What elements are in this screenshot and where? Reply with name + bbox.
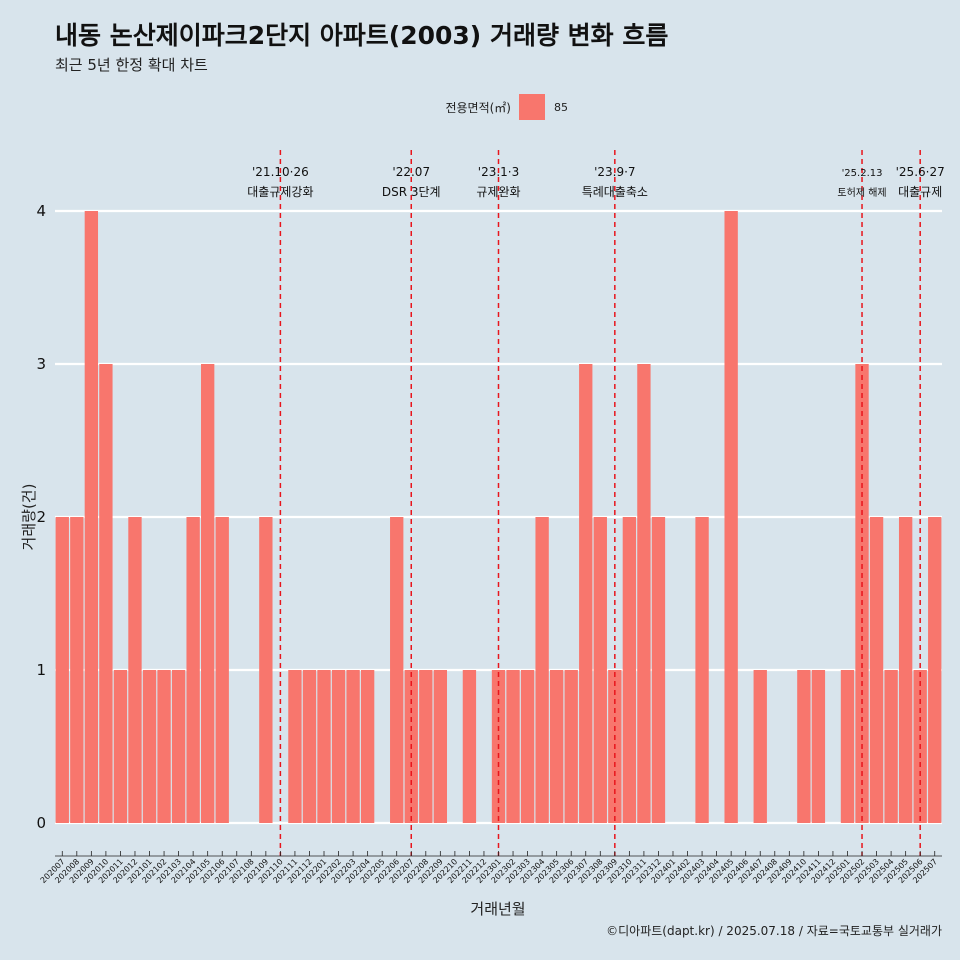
bar-202102	[157, 670, 171, 823]
event-text-label: 토허제 해제	[837, 186, 886, 199]
legend-label: 85	[554, 101, 568, 114]
bar-202104	[186, 517, 200, 823]
caption: ©디아파트(dapt.kr) / 2025.07.18 / 자료=국토교통부 실…	[606, 924, 942, 938]
bar-202011	[113, 670, 128, 823]
bar-202411	[811, 670, 826, 823]
event-date-label: '25.2.13	[842, 168, 883, 179]
event-date-label: '23.1·3	[478, 165, 519, 179]
legend: 전용면적(㎡) 85	[445, 94, 568, 120]
x-axis-title: 거래년월	[470, 900, 525, 918]
bar-202105	[201, 364, 215, 823]
bar-202302	[506, 670, 520, 823]
bar-202202	[331, 670, 346, 823]
bar-202211	[462, 670, 477, 823]
chart-subtitle: 최근 5년 한정 확대 차트	[55, 56, 208, 74]
event-date-label: '22.07	[392, 165, 430, 179]
bar-202507	[928, 517, 942, 823]
bar-202312	[651, 517, 666, 823]
event-text-label: 특례대출축소	[582, 185, 648, 199]
bar-202203	[346, 670, 360, 823]
bar-202306	[564, 670, 578, 823]
bar-202201	[317, 670, 331, 823]
bar-202111	[288, 670, 302, 823]
bar-202208	[419, 670, 433, 823]
bar-202101	[142, 670, 157, 823]
y-tick-label: 4	[36, 202, 46, 220]
y-tick-label: 0	[36, 814, 46, 832]
bar-202307	[579, 364, 593, 823]
bar-202109	[259, 517, 273, 823]
bar-202308	[593, 517, 607, 823]
bar-202209	[433, 670, 448, 823]
event-text-label: 규제완화	[476, 185, 520, 199]
bar-202303	[520, 670, 535, 823]
event-text-label: 대출규제	[898, 185, 942, 199]
bar-202405	[724, 211, 738, 823]
bar-202103	[171, 670, 186, 823]
event-text-label: 대출규제강화	[247, 185, 313, 199]
bar-202009	[84, 211, 99, 823]
event-date-label: '21.10·26	[252, 165, 309, 179]
event-date-label: '23.9·7	[594, 165, 635, 179]
y-axis: 0 1 2 3 4	[36, 202, 46, 832]
bar-202505	[898, 517, 913, 823]
bars	[55, 211, 942, 823]
bar-202403	[695, 517, 709, 823]
chart-title: 내동 논산제이파크2단지 아파트(2003) 거래량 변화 흐름	[55, 21, 668, 50]
bar-202204	[360, 670, 375, 823]
bar-202504	[884, 670, 898, 823]
y-tick-label: 1	[36, 661, 46, 679]
bar-202012	[128, 517, 142, 823]
event-text-label: DSR 3단계	[382, 185, 441, 199]
bar-202305	[549, 670, 564, 823]
event-date-label: '25.6·27	[896, 165, 945, 179]
bar-202008	[70, 517, 84, 823]
bar-202010	[99, 364, 113, 823]
bar-202310	[622, 517, 637, 823]
bar-202106	[215, 517, 229, 823]
bar-202503	[869, 517, 884, 823]
bar-202112	[302, 670, 317, 823]
y-axis-title: 거래량(건)	[20, 484, 38, 551]
y-tick-label: 2	[36, 508, 46, 526]
bar-202407	[753, 670, 767, 823]
legend-title: 전용면적(㎡)	[445, 101, 511, 115]
bar-202410	[797, 670, 811, 823]
bar-202311	[637, 364, 651, 823]
event-lines: '21.10·26 대출규제강화 '22.07 DSR 3단계 '23.1·3 규제완화 '…	[247, 150, 945, 856]
bar-202007	[55, 517, 69, 823]
x-axis: 2020072020082020092020102020112020122021…	[39, 851, 942, 885]
bar-202501	[840, 670, 855, 823]
y-tick-label: 3	[36, 355, 46, 373]
bar-202206	[390, 517, 404, 823]
bar-202304	[535, 517, 549, 823]
legend-swatch	[519, 94, 545, 120]
